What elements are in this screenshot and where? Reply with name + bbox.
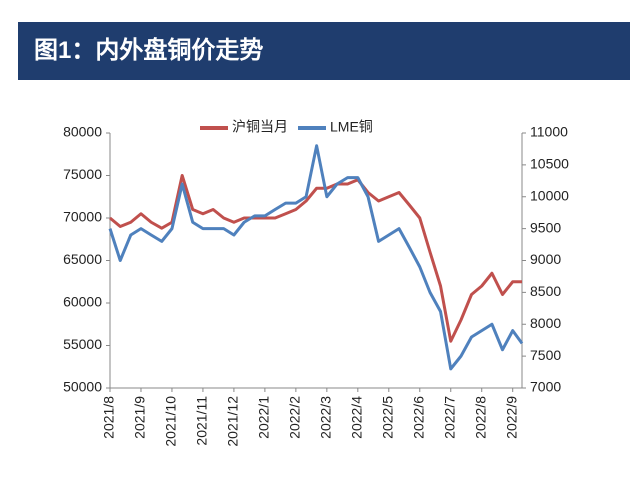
x-tick-label: 2021/10 bbox=[163, 396, 179, 447]
x-tick-label: 2022/6 bbox=[410, 396, 426, 439]
y-tick-label: 60000 bbox=[63, 294, 102, 310]
x-tick-label: 2022/5 bbox=[380, 396, 396, 439]
legend-label: LME铜 bbox=[330, 119, 373, 135]
y-tick-label: 80000 bbox=[63, 124, 102, 140]
x-tick-label: 2022/1 bbox=[256, 396, 272, 439]
y2-tick-label: 9500 bbox=[530, 219, 561, 235]
legend-label: 沪铜当月 bbox=[232, 119, 288, 135]
x-tick-label: 2021/8 bbox=[101, 396, 117, 439]
x-tick-label: 2022/3 bbox=[318, 396, 334, 439]
x-tick-label: 2022/4 bbox=[349, 396, 365, 439]
y-tick-label: 50000 bbox=[63, 379, 102, 395]
y2-tick-label: 8000 bbox=[530, 315, 561, 331]
header-title: 图1：内外盘铜价走势 bbox=[18, 22, 630, 80]
x-tick-label: 2022/2 bbox=[287, 396, 303, 439]
y2-tick-label: 10500 bbox=[530, 156, 569, 172]
series-line bbox=[108, 144, 524, 371]
y-tick-label: 65000 bbox=[63, 251, 102, 267]
y-tick-label: 70000 bbox=[63, 209, 102, 225]
x-tick-label: 2022/9 bbox=[503, 396, 519, 439]
y2-tick-label: 9000 bbox=[530, 251, 561, 267]
y-tick-label: 55000 bbox=[63, 336, 102, 352]
x-tick-label: 2021/9 bbox=[132, 396, 148, 439]
x-tick-label: 2022/8 bbox=[472, 396, 488, 439]
y2-tick-label: 7500 bbox=[530, 347, 561, 363]
y-tick-label: 75000 bbox=[63, 166, 102, 182]
y2-tick-label: 7000 bbox=[530, 379, 561, 395]
x-tick-label: 2021/12 bbox=[225, 396, 241, 447]
series-line bbox=[109, 174, 522, 343]
x-tick-label: 2021/11 bbox=[194, 396, 210, 446]
y2-tick-label: 10000 bbox=[530, 187, 569, 203]
x-tick-label: 2022/7 bbox=[441, 396, 457, 439]
y2-tick-label: 11000 bbox=[530, 124, 568, 140]
y2-tick-label: 8500 bbox=[530, 283, 561, 299]
